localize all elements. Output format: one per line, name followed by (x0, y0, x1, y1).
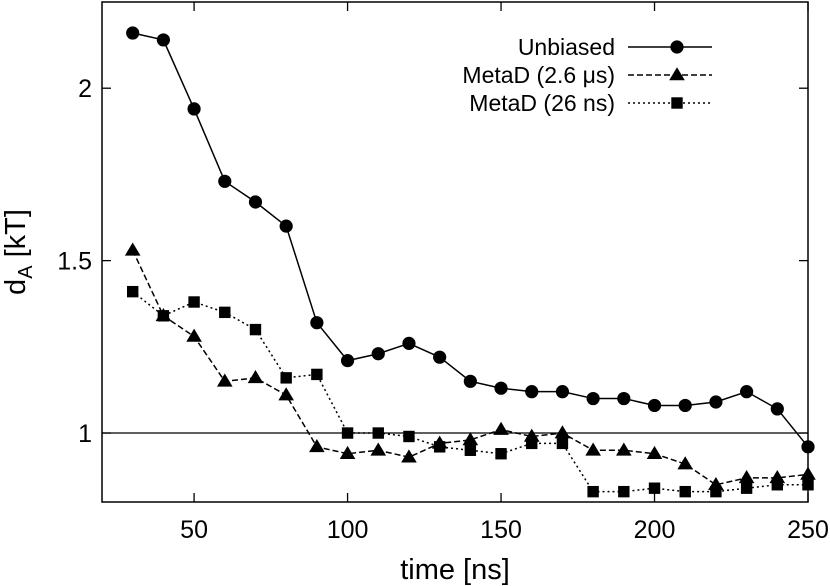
data-point (587, 485, 599, 498)
data-point (371, 347, 385, 361)
data-point (740, 385, 754, 399)
data-point (310, 316, 324, 330)
data-point (677, 456, 694, 470)
axis-ticks: 50 100 150 200 250 1 1.5 2 (57, 2, 829, 544)
data-point (402, 336, 416, 350)
data-point (525, 385, 539, 399)
series-2 (126, 285, 814, 498)
data-point (556, 437, 569, 450)
data-point (124, 242, 141, 256)
data-point (248, 195, 263, 209)
y-tick-label: 1 (78, 420, 92, 448)
data-point (280, 372, 292, 384)
data-point (339, 445, 356, 460)
data-point (340, 354, 355, 368)
data-point (341, 427, 354, 439)
data-point (403, 430, 415, 443)
data-point (494, 381, 508, 395)
data-point (554, 425, 571, 439)
legend-label: Unbiased (518, 34, 615, 60)
data-point (709, 395, 723, 409)
data-point (278, 387, 294, 401)
data-point (401, 449, 417, 463)
legend-label: MetaD (2.6 μs) (462, 62, 615, 88)
data-point (218, 174, 232, 188)
data-point (618, 485, 630, 498)
legend-marker (669, 67, 685, 81)
series-line (132, 291, 808, 493)
data-point (526, 437, 538, 450)
data-point (462, 432, 479, 446)
x-tick-label: 150 (480, 516, 522, 544)
data-point (679, 485, 691, 498)
data-point (616, 442, 632, 456)
data-point (586, 391, 600, 406)
data-point (647, 398, 662, 413)
data-point (188, 296, 200, 308)
data-point (802, 479, 814, 491)
data-point (187, 102, 201, 116)
y-tick-label: 2 (78, 75, 92, 103)
data-point (648, 482, 661, 494)
y-axis-label: dA [kT] (0, 209, 37, 295)
x-tick-label: 200 (634, 516, 676, 544)
data-point (157, 310, 170, 322)
data-point (801, 440, 815, 454)
y-axis-label-main: d (0, 279, 32, 295)
data-point (216, 373, 233, 387)
data-point (585, 442, 601, 456)
x-tick-label: 50 (180, 516, 208, 544)
data-point (800, 466, 816, 480)
data-point (678, 398, 692, 413)
data-point (249, 323, 262, 336)
data-point (372, 427, 384, 439)
data-point (311, 368, 323, 381)
data-point (433, 350, 447, 364)
data-point (156, 33, 170, 47)
data-point (464, 444, 477, 456)
data-point (738, 470, 755, 484)
series-line (132, 249, 809, 486)
plot-frame (101, 1, 809, 503)
data-point (126, 285, 139, 298)
data-point (126, 26, 140, 40)
x-axis-label: time [ns] (400, 554, 510, 586)
y-tick-label: 1.5 (57, 248, 92, 276)
data-point (493, 421, 509, 435)
legend-label: MetaD (26 ns) (469, 90, 615, 116)
data-point (463, 374, 477, 388)
data-point (279, 219, 293, 233)
data-point (247, 370, 264, 384)
data-point (309, 439, 325, 453)
data-point (186, 328, 202, 342)
data-point (370, 442, 387, 456)
series-layer (124, 26, 816, 498)
y-axis-label-unit: [kT] (0, 209, 32, 265)
data-point (770, 402, 784, 416)
legend-marker (671, 97, 683, 109)
x-tick-label: 100 (327, 516, 369, 544)
data-point (771, 479, 784, 491)
data-point (617, 391, 631, 406)
data-point (495, 448, 507, 460)
x-tick-label: 250 (787, 516, 829, 544)
data-point (740, 482, 753, 494)
series-0 (126, 26, 815, 454)
legend-marker (670, 40, 684, 54)
data-point (555, 385, 570, 399)
data-point (710, 485, 722, 498)
y-axis-label-sub: A (15, 265, 37, 279)
data-point (433, 441, 446, 453)
data-point (219, 306, 231, 319)
data-point (646, 445, 663, 460)
